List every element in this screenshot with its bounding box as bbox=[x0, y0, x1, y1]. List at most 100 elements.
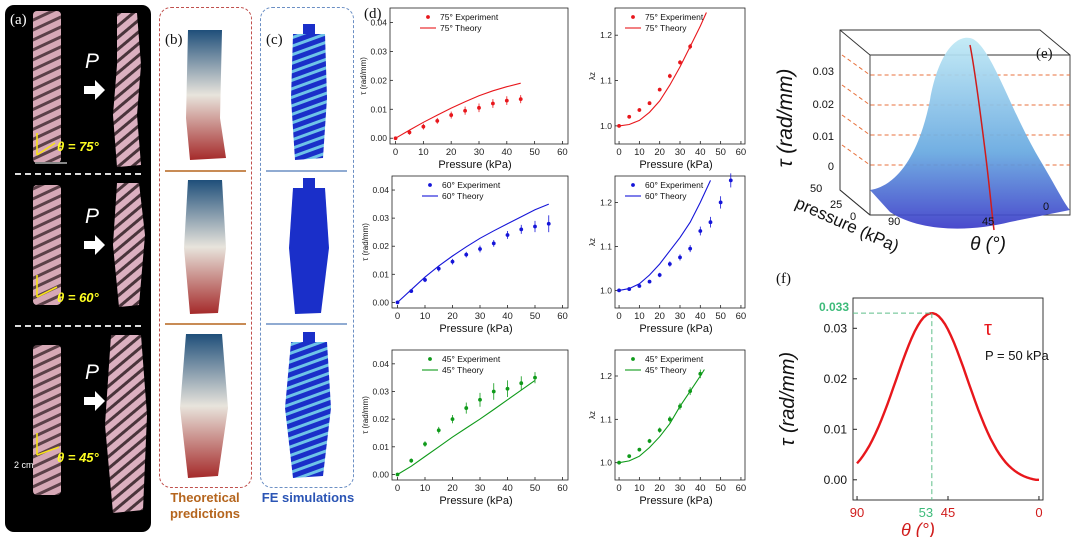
x-tick-label: 50 bbox=[715, 483, 726, 494]
y-tick-label: 0.03 bbox=[372, 213, 389, 223]
experiment-point bbox=[617, 123, 621, 128]
x-tick-label: 0 bbox=[616, 483, 621, 494]
experiment-point bbox=[423, 278, 427, 282]
legend-marker bbox=[631, 357, 635, 361]
y-tick-label: 0.00 bbox=[372, 469, 389, 479]
x-tick-label: 0 bbox=[616, 147, 621, 158]
legend-marker bbox=[631, 15, 635, 19]
x-tick-label: 30 bbox=[675, 147, 686, 158]
panel-label-b: (b) bbox=[165, 32, 183, 48]
legend-label: 45° Experiment bbox=[645, 354, 704, 364]
x-tick-label: 60 bbox=[736, 147, 747, 158]
experiment-point bbox=[533, 375, 537, 380]
x-tick-label: 90 bbox=[850, 505, 864, 520]
experiment-point bbox=[647, 279, 652, 284]
y-tick-label: 0.01 bbox=[372, 442, 389, 452]
experiment-point bbox=[688, 389, 693, 394]
experiment-point bbox=[395, 472, 400, 477]
experiment-point bbox=[464, 252, 469, 257]
actuator-rest-60 bbox=[33, 185, 61, 305]
y-tick-label: 1.0 bbox=[600, 458, 612, 468]
experiment-point bbox=[478, 247, 482, 251]
experiment-point bbox=[478, 397, 482, 402]
z-axis-label: τ (rad/mm) bbox=[774, 69, 797, 168]
fe-model-75 bbox=[291, 34, 327, 160]
panel-a-photos: (a) P bbox=[5, 5, 151, 532]
theory-model-75 bbox=[186, 30, 226, 160]
actuator-pressurized-45 bbox=[105, 335, 147, 513]
legend-label: 45° Theory bbox=[645, 365, 687, 375]
y-axis-label: λz bbox=[588, 72, 597, 80]
x-tick-label: 50 bbox=[530, 311, 541, 322]
experiment-point bbox=[667, 74, 672, 78]
x-tick-label: 20 bbox=[446, 147, 457, 158]
experiment-point bbox=[637, 447, 642, 452]
panel-label-c: (c) bbox=[266, 32, 283, 48]
y-tick-label: 0.04 bbox=[372, 359, 389, 369]
experiment-point bbox=[409, 458, 414, 463]
pressure-symbol: P bbox=[85, 205, 100, 228]
legend-marker bbox=[426, 15, 430, 19]
x-tick-label: 0 bbox=[1035, 505, 1042, 520]
y-tick-label: 1.1 bbox=[600, 76, 612, 86]
panel-d-charts: 0 10 20 30 40 50 60 0.00 0.01 0.02 0.03 0.04 Pressur… bbox=[360, 7, 747, 507]
peak-theta-label: 53 bbox=[919, 505, 933, 520]
experiment-point bbox=[505, 386, 510, 391]
arrow-icon bbox=[84, 391, 105, 411]
actuator-rest-45 bbox=[33, 345, 61, 495]
x-tick-label: 40 bbox=[695, 311, 706, 322]
experiment-point bbox=[491, 241, 496, 246]
theory-model-60 bbox=[184, 180, 226, 314]
x-tick-label: 45 bbox=[941, 505, 955, 520]
experiment-point bbox=[667, 417, 672, 422]
chart-d-lambda-75: 0 10 20 30 40 50 60 1.0 1.1 1.2 Pressure (kPa) λz 75… bbox=[588, 7, 747, 171]
x-tick-label: 20 bbox=[654, 483, 665, 494]
x-tick-label: 50 bbox=[715, 147, 726, 158]
pressure-symbol: P bbox=[85, 50, 100, 73]
experiment-point bbox=[491, 101, 495, 106]
x-tick-label: 0 bbox=[395, 483, 400, 494]
theta-tick-label: 90 bbox=[888, 216, 900, 228]
y-tick-label: 1.2 bbox=[600, 371, 612, 381]
chart-d-lambda-60: 0 10 20 30 40 50 60 1.0 1.1 1.2 Pressure (kPa) λz 60… bbox=[588, 173, 746, 335]
x-tick-label: 40 bbox=[695, 147, 706, 158]
theory-caption: Theoretical predictions bbox=[169, 490, 241, 521]
y-tick-label: 0.00 bbox=[372, 297, 389, 307]
panel-f-curve-chart: 90 45 0 0.00 0.01 0.02 0.03 0.033 53 τ P = 50 kPa τ… bbox=[777, 297, 1049, 537]
legend-label: 60° Experiment bbox=[645, 180, 704, 190]
x-tick-label: 30 bbox=[474, 147, 485, 158]
experiment-point bbox=[647, 439, 652, 443]
x-tick-label: 60 bbox=[557, 147, 568, 158]
x-tick-label: 30 bbox=[475, 483, 486, 494]
pressure-tick-label: 50 bbox=[810, 183, 822, 195]
theta-label-60: θ = 60° bbox=[57, 290, 99, 305]
theory-line bbox=[397, 379, 536, 475]
experiment-point bbox=[464, 406, 469, 410]
theta-label-75: θ = 75° bbox=[57, 139, 99, 154]
x-axis-label: Pressure (kPa) bbox=[639, 323, 712, 335]
panel-b-theory: (b) bbox=[159, 7, 252, 488]
y-tick-label: 0.02 bbox=[372, 414, 389, 424]
series-label: τ bbox=[984, 318, 992, 340]
experiment-point bbox=[435, 118, 440, 123]
theory-line bbox=[397, 203, 550, 303]
theory-renderings bbox=[165, 30, 246, 478]
y-tick-label: 0.00 bbox=[370, 133, 387, 143]
experiment-point bbox=[421, 124, 426, 129]
x-tick-label: 0 bbox=[395, 311, 400, 322]
experiment-point bbox=[407, 130, 412, 135]
legend-label: 75° Theory bbox=[645, 23, 687, 33]
experiment-point bbox=[491, 389, 496, 394]
experiment-point bbox=[436, 266, 441, 271]
x-tick-label: 60 bbox=[736, 311, 747, 322]
y-tick-label: 1.2 bbox=[600, 30, 612, 40]
panel-label-a: (a) bbox=[10, 12, 27, 28]
experiment-point bbox=[436, 428, 441, 433]
y-tick-label: 0.01 bbox=[824, 422, 848, 436]
y-tick-label: 0.03 bbox=[824, 321, 848, 335]
chart-d-lambda-45: 0 10 20 30 40 50 60 1.0 1.1 1.2 Pressure (kPa) λz 45… bbox=[588, 349, 746, 507]
theory-line bbox=[619, 12, 707, 127]
experiment-point bbox=[519, 227, 524, 232]
x-tick-label: 10 bbox=[634, 311, 645, 322]
